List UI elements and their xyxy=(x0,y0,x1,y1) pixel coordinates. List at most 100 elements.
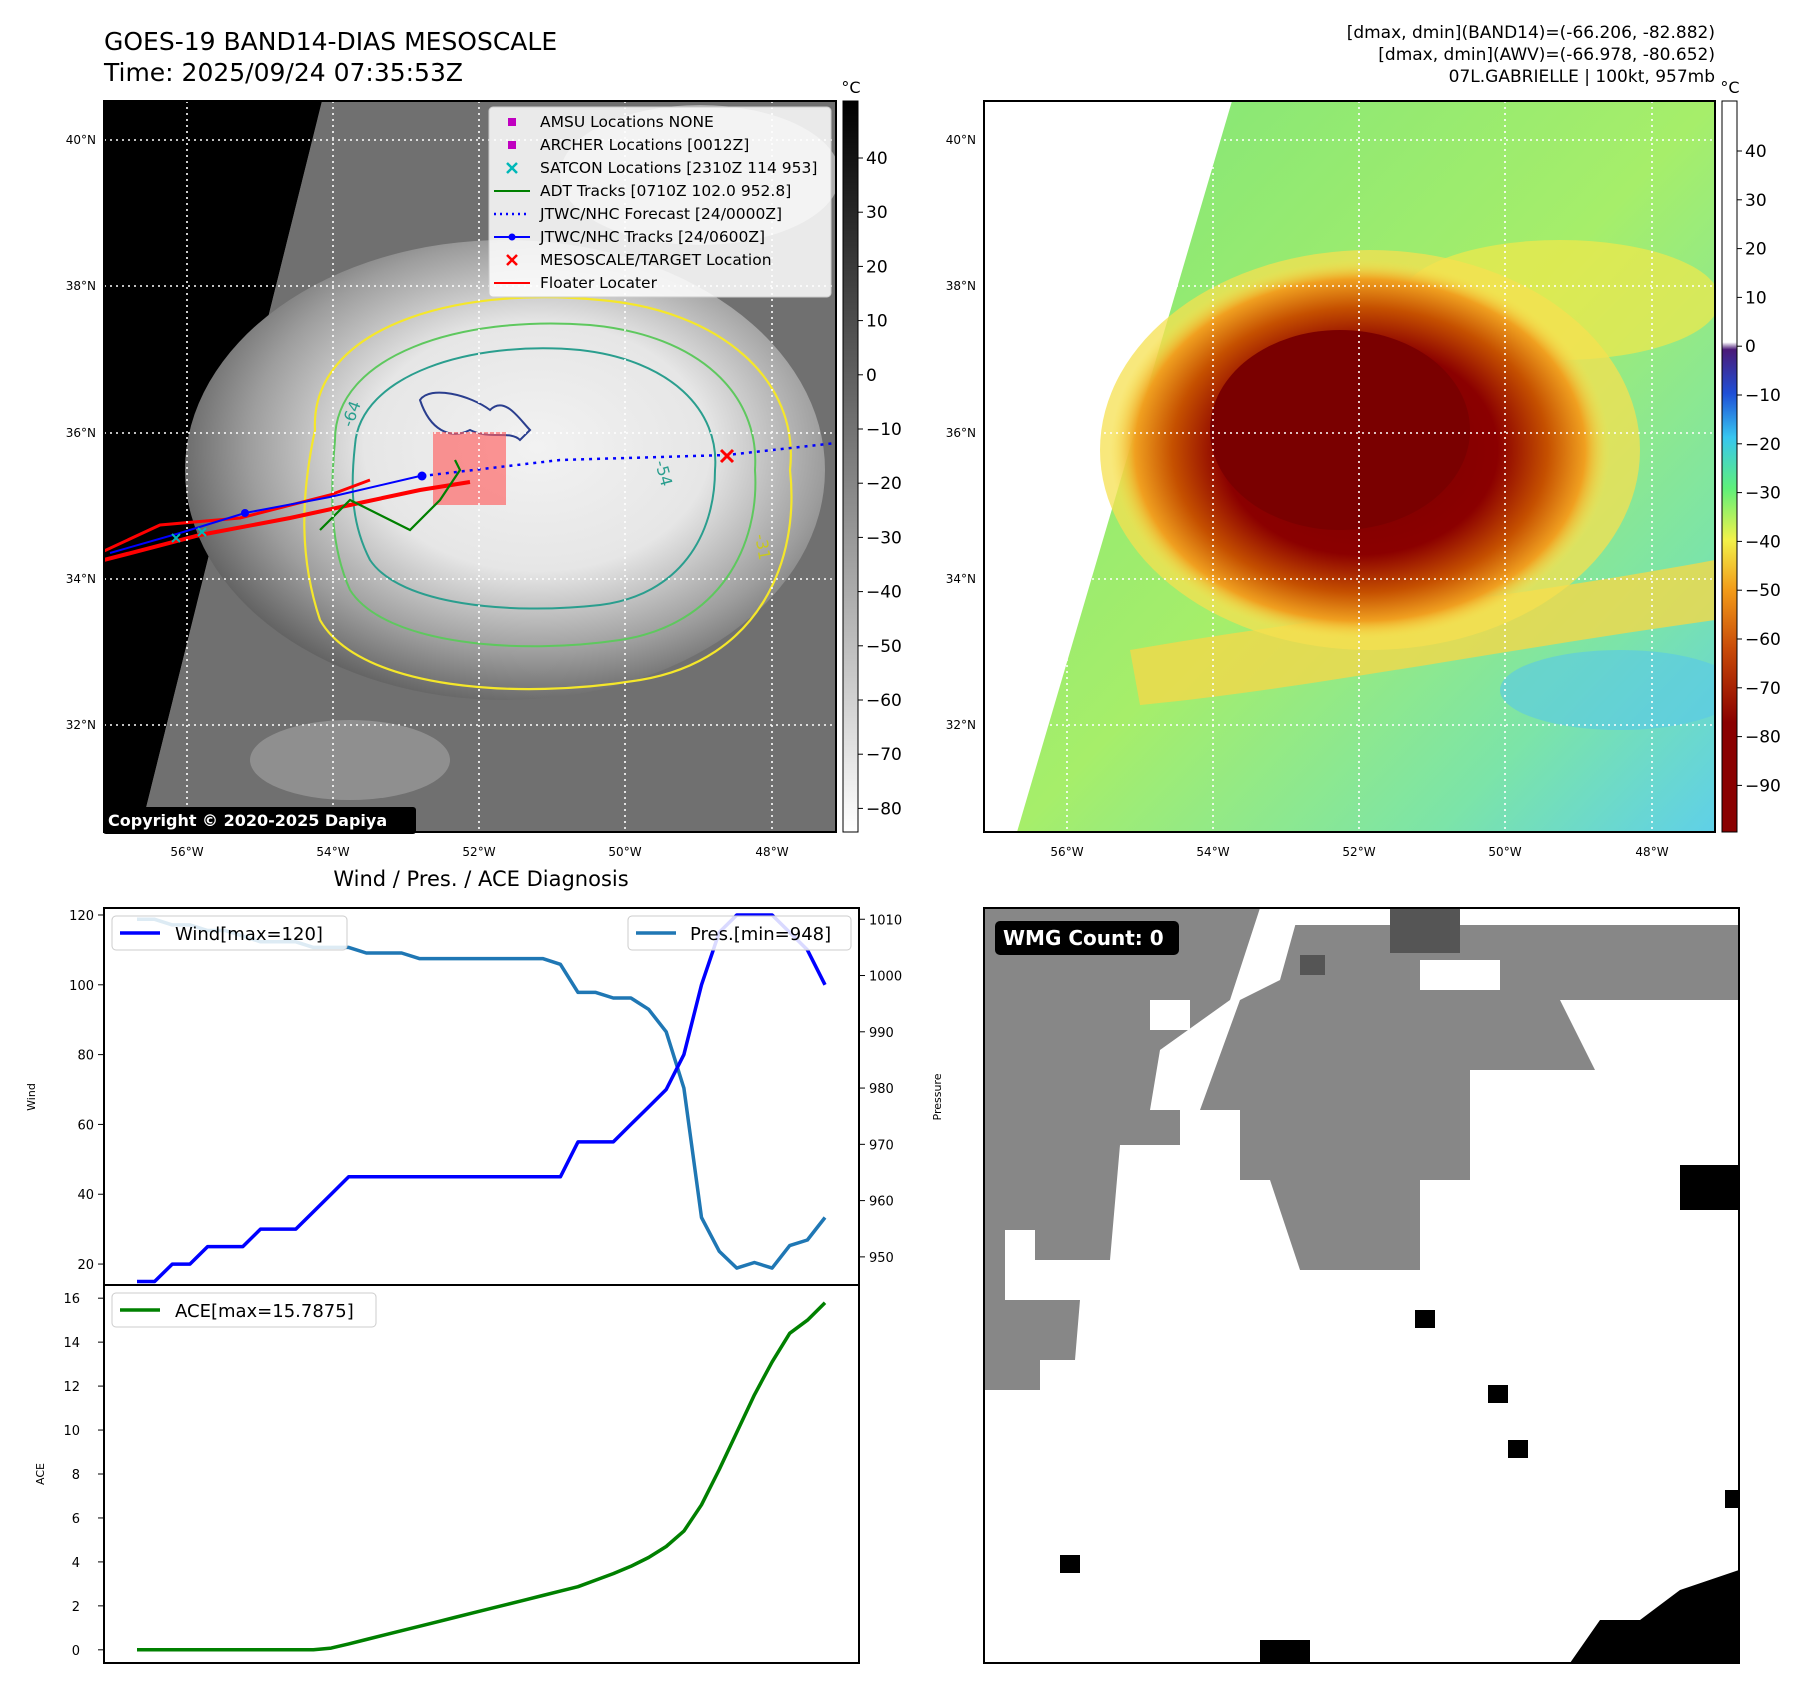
legend-label: JTWC/NHC Forecast [24/0000Z] xyxy=(539,205,782,223)
legend-label: JTWC/NHC Tracks [24/0600Z] xyxy=(539,228,765,246)
awv-colorbar-label: −50 xyxy=(1745,581,1781,601)
adt-track xyxy=(319,459,462,532)
wind-tick-label: 80 xyxy=(77,1049,94,1064)
awv-colorbar-label: −20 xyxy=(1745,435,1781,455)
map1-lat-tick: 34°N xyxy=(66,572,96,586)
floater-locator-track-thick xyxy=(104,480,471,562)
legend-label: AMSU Locations NONE xyxy=(540,113,714,131)
map1-lat-tick: 38°N xyxy=(66,279,96,293)
legend-label: MESOSCALE/TARGET Location xyxy=(540,251,772,269)
figure-time: Time: 2025/09/24 07:35:53Z xyxy=(103,58,463,87)
map2-lat-tick: 38°N xyxy=(946,279,976,293)
wind-line xyxy=(137,913,827,1284)
awv-colorbar-label: 40 xyxy=(1745,142,1767,162)
ace-tick-label: 10 xyxy=(63,1424,80,1439)
ir-colorbar-label: −20 xyxy=(866,474,902,494)
awv-gridlines xyxy=(984,101,1715,832)
ir-colorbar-label: 0 xyxy=(866,366,877,386)
pres-legend-box xyxy=(627,915,852,951)
legend-marker-square xyxy=(508,141,516,149)
ir-colorbar-label: 30 xyxy=(866,203,888,223)
map1-lat-tick: 40°N xyxy=(66,133,96,147)
map1-lon-tick: 54°W xyxy=(316,845,349,859)
ace-tick-label: 14 xyxy=(63,1336,80,1351)
wmg-panel: WMG Count: 0 xyxy=(983,907,1740,1664)
ir-colorbar xyxy=(842,100,859,833)
awv-colorbar-label: −10 xyxy=(1745,386,1781,406)
wind-legend-label: Wind[max=120] xyxy=(175,924,323,945)
wind-tick-label: 20 xyxy=(77,1258,94,1273)
ir-cloud-patch xyxy=(250,720,450,800)
wmg-badge-bg xyxy=(995,921,1179,955)
ace-tick-label: 16 xyxy=(63,1292,80,1307)
pres-tick-label: 990 xyxy=(869,1026,894,1041)
ir-colorbar-label: −40 xyxy=(866,583,902,603)
pres-tick-label: 980 xyxy=(869,1082,894,1097)
ace-tick-label: 6 xyxy=(72,1512,80,1527)
ace-axis-label: ACE xyxy=(34,1463,47,1485)
contour-teal xyxy=(351,347,717,610)
map2-lon-tick: 52°W xyxy=(1342,845,1375,859)
legend-box xyxy=(488,106,832,298)
ace-tick-label: 2 xyxy=(72,1600,80,1615)
storm-info: 07L.GABRIELLE | 100kt, 957mb xyxy=(1449,67,1715,87)
legend-label: SATCON Locations [2310Z 114 953] xyxy=(540,159,817,177)
legend-marker-dot xyxy=(508,233,516,241)
awv-colorbar-label: 0 xyxy=(1745,337,1756,357)
ir-map-frame xyxy=(103,100,837,833)
ir-legend: AMSU Locations NONE ARCHER Locations [001… xyxy=(488,106,832,298)
pressure-axis-label: Pressure xyxy=(931,1073,944,1120)
contour-yellow xyxy=(303,296,793,691)
map1-lon-tick: 50°W xyxy=(608,845,641,859)
legend-label: Floater Locater xyxy=(540,274,658,292)
wind-axis-label: Wind xyxy=(25,1083,38,1111)
awv-map-frame xyxy=(983,100,1716,833)
band14-range: [dmax, dmin](BAND14)=(-66.206, -82.882) xyxy=(1347,23,1715,43)
map2-lon-tick: 54°W xyxy=(1196,845,1229,859)
jtwc-forecast-track xyxy=(421,441,836,478)
pres-tick-label: 970 xyxy=(869,1138,894,1153)
legend-label: ADT Tracks [0710Z 102.0 952.8] xyxy=(540,182,791,200)
ace-tick-label: 8 xyxy=(72,1468,80,1483)
ir-colorbar-label: −50 xyxy=(866,637,902,657)
awv-colorbar-label: −80 xyxy=(1745,728,1781,748)
awv-colorbar-label: −70 xyxy=(1745,679,1781,699)
wmg-white-gaps xyxy=(1150,908,1730,1110)
satcon-markers xyxy=(171,527,207,543)
map2-lon-tick: 48°W xyxy=(1635,845,1668,859)
map1-lon-tick: 52°W xyxy=(462,845,495,859)
map1-lon-tick: 56°W xyxy=(170,845,203,859)
ir-map-panel: -64 -54 -31 xyxy=(66,78,902,859)
awv-colorbar-label: 20 xyxy=(1745,240,1767,260)
awv-colorbar-unit: °C xyxy=(1720,78,1739,97)
ir-colorbar-label: −10 xyxy=(866,420,902,440)
map2-lat-tick: 36°N xyxy=(946,426,976,440)
wind-tick-label: 120 xyxy=(69,909,94,924)
awv-eye-cloud xyxy=(1210,330,1470,530)
ir-colorbar-label: 10 xyxy=(866,312,888,332)
contour-label-31: -31 xyxy=(751,532,774,561)
ace-tick-label: 0 xyxy=(72,1644,80,1659)
legend-marker-x xyxy=(506,254,518,266)
map2-lat-tick: 40°N xyxy=(946,133,976,147)
pres-tick-label: 1000 xyxy=(869,970,902,985)
awv-colorbar-label: 30 xyxy=(1745,191,1767,211)
pres-tick-label: 950 xyxy=(869,1251,894,1266)
ir-colorbar-label: 40 xyxy=(866,149,888,169)
mesoscale-target-marker xyxy=(719,448,735,464)
map2-lat-tick: 34°N xyxy=(946,572,976,586)
copyright-text: Copyright © 2020-2025 Dapiya xyxy=(108,811,387,830)
wmg-black-blocks xyxy=(1060,1165,1739,1663)
awv-map-panel: 40°N 38°N 36°N 34°N 32°N 56°W 54°W 52°W 50°W 48°… xyxy=(946,78,1781,859)
ir-colorbar-label: −70 xyxy=(866,745,902,765)
wind-tick-label: 100 xyxy=(69,979,94,994)
figure-title: GOES-19 BAND14-DIAS MESOSCALE xyxy=(104,27,557,56)
map1-lat-tick: 36°N xyxy=(66,426,96,440)
wmg-darkgray-block-small xyxy=(1300,955,1325,975)
map2-lat-tick: 32°N xyxy=(946,718,976,732)
map2-lon-tick: 50°W xyxy=(1488,845,1521,859)
awv-colorbar-label: −40 xyxy=(1745,532,1781,552)
diagnosis-panel: Wind / Pres. / ACE Diagnosis Wind Pressu… xyxy=(25,867,944,1664)
ir-colorbar-unit: °C xyxy=(841,78,860,97)
